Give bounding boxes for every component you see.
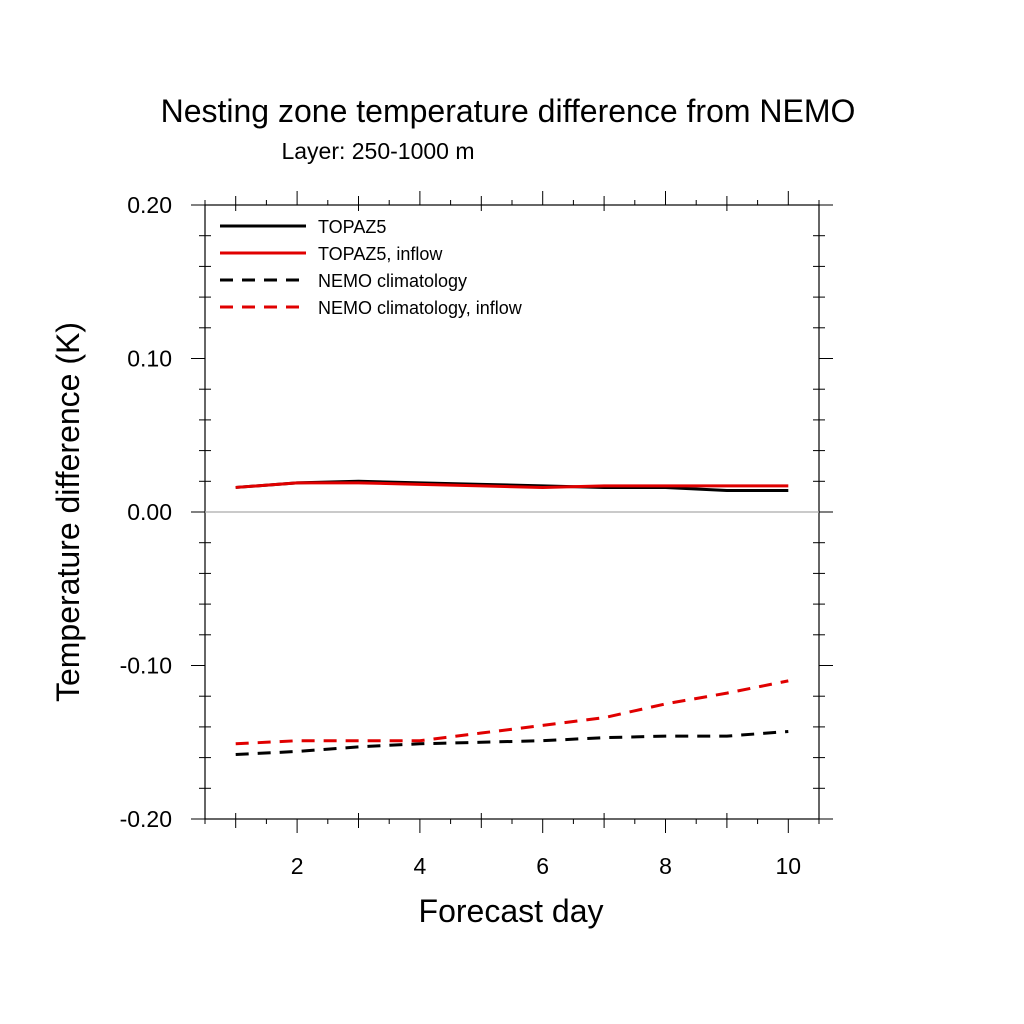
axis-ticks [191, 191, 833, 833]
legend-label: TOPAZ5, inflow [318, 244, 443, 264]
y-tick-label: 0.20 [127, 192, 172, 218]
legend-label: NEMO climatology [318, 271, 467, 291]
x-tick-label: 10 [776, 853, 802, 879]
axis-tick-labels: 2 4 6 8 10 -0.20 -0.10 0.00 0.10 0.20 [120, 192, 802, 879]
plot-area: 2 4 6 8 10 -0.20 -0.10 0.00 0.10 0.20 [120, 191, 833, 879]
y-tick-label: -0.10 [120, 653, 172, 679]
legend-label: NEMO climatology, inflow [318, 298, 523, 318]
x-tick-label: 2 [291, 853, 304, 879]
chart-subtitle: Layer: 250-1000 m [281, 138, 474, 164]
y-tick-label: -0.20 [120, 806, 172, 832]
y-tick-label: 0.10 [127, 346, 172, 372]
series-lines [235, 479, 789, 757]
x-tick-label: 6 [536, 853, 549, 879]
chart-title: Nesting zone temperature difference from… [161, 93, 856, 129]
y-axis-label: Temperature difference (K) [50, 322, 86, 702]
legend: TOPAZ5 TOPAZ5, inflow NEMO climatology NEMO… [220, 217, 523, 318]
legend-label: TOPAZ5 [318, 217, 386, 237]
series-line [235, 679, 789, 746]
x-axis-label: Forecast day [419, 893, 604, 929]
x-tick-label: 4 [414, 853, 427, 879]
x-tick-label: 8 [659, 853, 672, 879]
y-tick-label: 0.00 [127, 499, 172, 525]
series-line [235, 481, 789, 489]
series-line [235, 730, 789, 757]
